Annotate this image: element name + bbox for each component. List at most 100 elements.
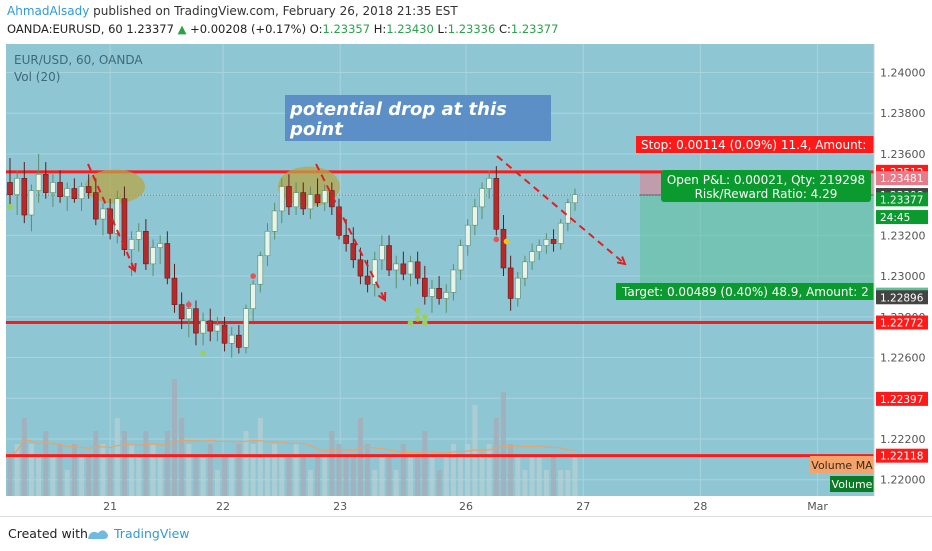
stop-label-box: [636, 136, 874, 153]
price-axis-badge: [876, 171, 928, 186]
x-tick-label: 23: [333, 500, 347, 513]
volume-bar: [143, 431, 149, 496]
high-value: 1.23430: [386, 22, 434, 36]
candle-body: [28, 190, 35, 216]
candle-body: [565, 202, 571, 224]
volume-bar: [129, 444, 135, 496]
candle-body: [171, 277, 178, 305]
price-axis-badge: [876, 210, 928, 225]
volume-bar: [300, 457, 306, 496]
target-label: Target: 0.00489 (0.40%) 48.9, Amount: 2: [621, 285, 869, 299]
volume-bar: [429, 457, 435, 496]
high-label: H:: [373, 22, 387, 36]
volume-bar: [286, 457, 292, 496]
candle-body: [472, 206, 478, 226]
candle-body: [450, 269, 457, 293]
volume-bar: [422, 431, 428, 496]
volume-bar: [400, 444, 406, 496]
tradingview-link[interactable]: TradingView: [114, 526, 190, 541]
tradingview-logo-icon[interactable]: [86, 526, 110, 545]
candle-body: [243, 308, 249, 348]
volume-bar: [450, 444, 456, 496]
open-value: 1.23357: [322, 22, 371, 36]
signal-dot-red: [185, 301, 192, 308]
candle-body: [529, 251, 535, 263]
volume-label: Volume: [832, 478, 873, 491]
signal-dot-yellow: [503, 238, 510, 245]
dashed-arrow: [315, 163, 387, 302]
volume-bar: [86, 457, 92, 496]
chart-area[interactable]: potential drop at this point EUR/USD, 60, …: [0, 44, 932, 516]
candle-body: [572, 194, 578, 204]
arrowhead: [128, 262, 137, 273]
candle-body: [228, 334, 235, 344]
candle-body: [14, 178, 20, 195]
volume-bar: [36, 457, 42, 496]
chart-title: EUR/USD, 60, OANDA: [14, 53, 143, 67]
volume-bar: [107, 457, 113, 496]
pnl-line-2: Risk/Reward Ratio: 4.29: [695, 187, 838, 201]
volume-bar: [386, 457, 392, 496]
stop-label: Stop: 0.00114 (0.09%) 11.4, Amount:: [641, 138, 866, 152]
publish-line: AhmadAlsady published on TradingView.com…: [7, 4, 458, 18]
volume-bar: [529, 457, 535, 496]
signal-dot-green: [422, 320, 428, 326]
signal-dot-red: [250, 273, 256, 279]
volume-bar: [157, 457, 163, 496]
volume-bar: [486, 444, 492, 496]
price-axis-badge-text: 1.23377: [880, 194, 923, 206]
volume-bar: [329, 431, 335, 496]
candle-body: [429, 288, 435, 297]
arrowhead: [616, 256, 627, 266]
volume-bar: [272, 444, 278, 496]
volume-bar: [500, 392, 506, 496]
candle-body: [121, 198, 128, 250]
volume-bar: [315, 457, 321, 496]
volume-bar: [572, 457, 578, 496]
signal-dot-green: [414, 316, 421, 322]
symbol-info-line: OANDA:EURUSD, 60 1.23377 ▲ +0.00208 (+0.…: [7, 22, 558, 36]
signal-dot-green: [407, 320, 414, 326]
candle-body: [7, 182, 13, 195]
volume-bar: [93, 431, 99, 496]
candle-body: [100, 208, 106, 220]
candle-body: [350, 243, 357, 261]
volume-bar: [136, 457, 142, 496]
candle-body: [464, 224, 471, 246]
x-tick-label: Mar: [807, 500, 828, 513]
volume-bar: [279, 457, 285, 496]
price-axis-badge-text: 1.22896: [880, 292, 924, 304]
candle-body: [50, 182, 56, 193]
candle-body: [257, 255, 264, 285]
volume-bar: [79, 457, 85, 496]
candle-body: [157, 243, 163, 248]
candle-body: [71, 188, 78, 200]
candle-body: [21, 178, 28, 216]
candle-body: [422, 277, 428, 297]
volume-bar: [508, 444, 514, 496]
arrowhead: [377, 291, 387, 302]
candle-body: [42, 173, 49, 193]
candle-body: [293, 192, 299, 208]
pnl-label-box: [661, 170, 871, 202]
volume-bar: [558, 470, 564, 496]
volume-bar: [14, 444, 20, 496]
volume-bar: [293, 444, 299, 496]
candle-body: [78, 186, 85, 200]
volume-ma-label: Volume MA: [811, 459, 873, 472]
volume-badge: [830, 476, 874, 492]
author-link[interactable]: AhmadAlsady: [7, 4, 90, 18]
candle-body: [221, 324, 228, 344]
candle-body: [386, 245, 392, 271]
x-tick-label: 27: [576, 500, 590, 513]
volume-ma-badge: [810, 456, 874, 473]
volume-bar: [50, 457, 56, 496]
volume-bar: [207, 444, 213, 496]
y-tick-label: 1.22600: [880, 352, 926, 365]
candle-body: [200, 320, 206, 334]
symbol-label: OANDA:EURUSD, 60: [7, 22, 123, 36]
dashed-arrow-line: [87, 163, 136, 272]
candle-body: [57, 182, 63, 197]
volume-bar: [100, 444, 106, 496]
